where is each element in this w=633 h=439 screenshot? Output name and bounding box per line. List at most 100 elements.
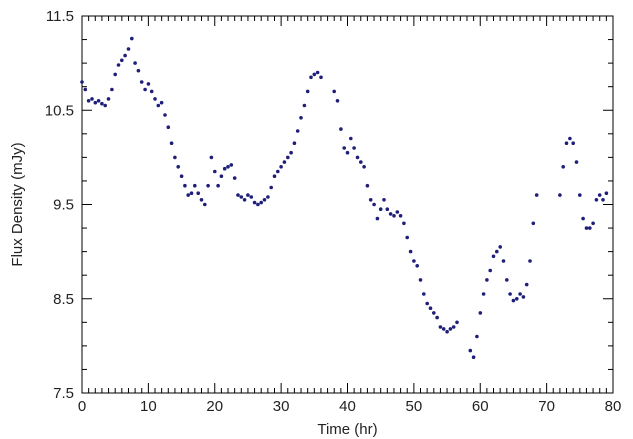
data-point: [395, 210, 400, 214]
data-point: [531, 221, 536, 226]
data-point: [581, 216, 585, 221]
data-point: [359, 160, 363, 164]
data-point: [259, 200, 264, 205]
data-point: [471, 355, 476, 360]
data-point: [448, 327, 453, 331]
data-point: [123, 53, 127, 58]
data-point: [206, 183, 210, 188]
x-axis-label: Time (hr): [317, 421, 377, 438]
data-point: [149, 89, 154, 94]
x-tick-label: 20: [206, 398, 223, 415]
data-point: [226, 165, 230, 169]
data-point: [498, 245, 503, 249]
data-point: [521, 295, 526, 299]
data-point: [561, 165, 565, 169]
data-point: [176, 165, 180, 169]
y-tick-label: 9.5: [53, 197, 74, 214]
data-point: [272, 174, 277, 178]
data-point: [169, 141, 174, 145]
data-point: [349, 136, 353, 141]
data-point: [146, 82, 151, 86]
y-tick-label: 10.5: [45, 102, 74, 119]
data-point: [136, 68, 141, 73]
data-point: [126, 47, 131, 51]
data-point: [246, 193, 250, 197]
data-point: [236, 193, 240, 197]
data-point: [163, 113, 167, 117]
axis-ticks: [81, 15, 614, 394]
data-point: [256, 202, 260, 207]
data-point: [515, 297, 519, 301]
data-point: [468, 348, 473, 353]
data-point: [312, 72, 317, 77]
data-point: [110, 87, 114, 92]
data-point: [524, 282, 529, 287]
data-point: [432, 311, 436, 315]
data-point: [405, 235, 410, 240]
data-point: [166, 125, 171, 129]
data-point: [315, 70, 320, 75]
data-point: [355, 155, 360, 160]
x-tick-label: 30: [273, 398, 290, 415]
data-point: [415, 264, 420, 268]
data-point: [382, 198, 386, 202]
data-point: [564, 141, 569, 145]
data-point: [342, 146, 347, 150]
data-point: [222, 166, 227, 171]
y-tick-label: 11.5: [46, 8, 74, 25]
data-point: [385, 207, 390, 211]
data-point: [159, 100, 164, 105]
data-point: [143, 87, 147, 92]
data-point: [451, 325, 456, 329]
x-tick-label: 10: [140, 398, 157, 415]
data-point: [402, 221, 406, 226]
data-point: [568, 136, 572, 141]
data-point: [422, 292, 426, 296]
data-point: [534, 193, 539, 197]
data-points: [80, 36, 609, 360]
data-point: [130, 36, 134, 41]
data-point: [295, 129, 300, 133]
data-point: [106, 97, 111, 101]
x-tick-label: 50: [406, 398, 423, 415]
data-point: [388, 212, 393, 216]
data-point: [153, 97, 157, 101]
data-point: [378, 207, 383, 211]
data-point: [139, 80, 144, 84]
data-point: [485, 278, 489, 282]
data-point: [571, 141, 575, 145]
y-axis-label: Flux Density (mJy): [9, 142, 26, 266]
data-point: [604, 191, 609, 195]
data-point: [505, 278, 509, 282]
data-point: [481, 292, 486, 296]
y-tick-label: 7.5: [53, 385, 74, 402]
data-point: [262, 198, 267, 202]
data-point: [229, 163, 234, 167]
data-point: [392, 214, 396, 218]
data-point: [279, 165, 283, 169]
data-point: [289, 150, 293, 155]
data-point: [133, 61, 137, 65]
data-point: [216, 183, 220, 188]
data-point: [352, 146, 356, 150]
data-point: [86, 99, 91, 103]
data-point: [93, 100, 98, 105]
axis-tick-labels: 0 10 20 30 40 50 60 70 80 7.5 8.5 9.5 10.5 11.5: [45, 8, 622, 415]
data-point: [501, 259, 506, 263]
data-point: [103, 103, 107, 108]
data-point: [428, 306, 433, 311]
x-tick-label: 40: [339, 398, 356, 415]
data-point: [398, 214, 403, 218]
data-point: [96, 99, 101, 103]
data-point: [242, 198, 247, 202]
y-tick-label: 8.5: [53, 291, 74, 308]
data-point: [438, 325, 443, 329]
data-point: [584, 226, 589, 230]
data-point: [232, 176, 237, 180]
data-point: [518, 292, 522, 296]
data-point: [597, 193, 602, 197]
x-tick-label: 70: [538, 398, 555, 415]
data-point: [286, 155, 290, 160]
data-point: [478, 311, 483, 315]
data-point: [365, 183, 370, 188]
